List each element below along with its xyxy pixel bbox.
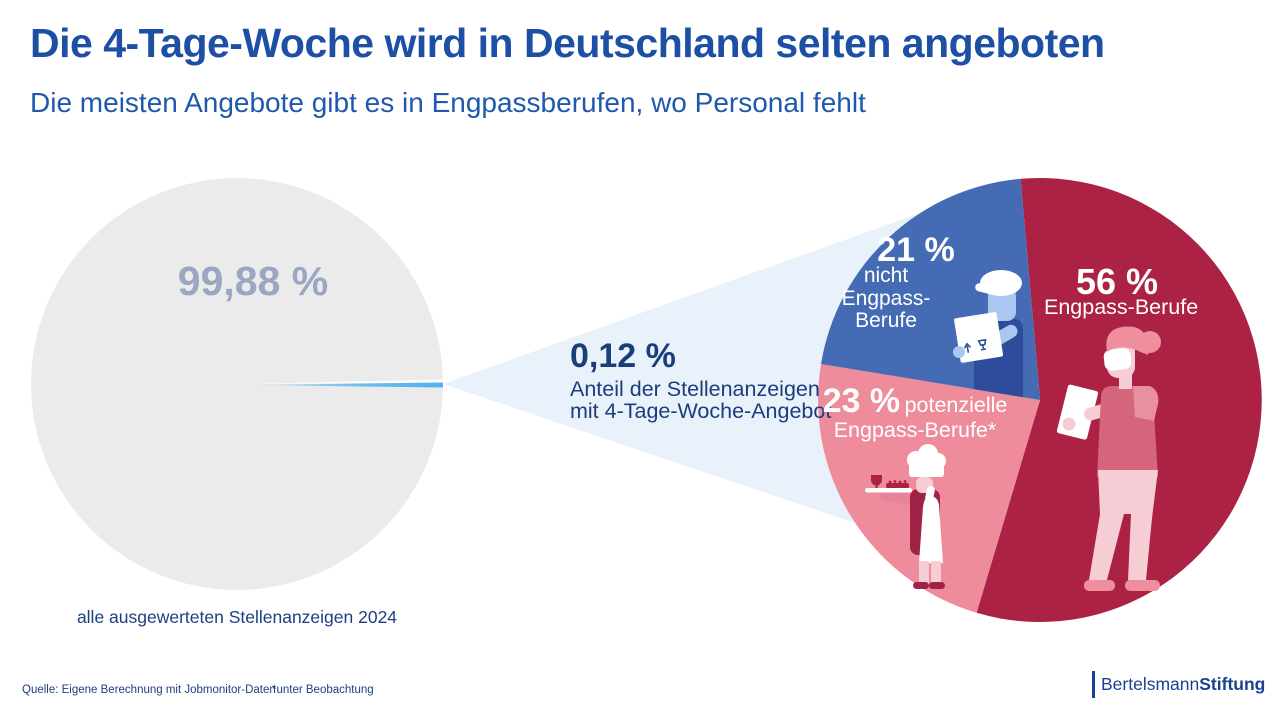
logo-part1: Bertelsmann [1101, 674, 1200, 694]
segment-nicht-engpass-line3: Berufe [855, 309, 917, 332]
callout-line1: Anteil der Stellenanzeigen [570, 377, 820, 401]
segment-potenzielle-value: 23 % [822, 382, 901, 420]
segment-nicht-engpass-value: 21 % [877, 231, 955, 269]
callout-value: 0,12 % [570, 337, 676, 375]
segment-engpass-value: 56 % [1075, 261, 1159, 302]
asterisk-note: *unter Beobachtung [272, 684, 374, 696]
callout-line2: mit 4-Tage-Woche-Angebot [570, 399, 832, 423]
logo-part2: Stiftung [1199, 674, 1266, 694]
delivery-worker-icon [953, 270, 1023, 400]
all-jobs-circle [31, 178, 443, 590]
callout: 0,12 % Anteil der Stellenanzeigen mit 4-… [570, 338, 831, 422]
page-title: Die 4-Tage-Woche wird in Deutschland sel… [30, 20, 1105, 66]
segment-potenzielle-line2: Engpass-Berufe* [833, 418, 997, 442]
page-subtitle: Die meisten Angebote gibt es in Engpassb… [30, 87, 866, 118]
logo-bar [1092, 671, 1095, 698]
all-jobs-caption: alle ausgewerteten Stellenanzeigen 2024 [76, 607, 398, 627]
bertelsmann-stiftung-logo: BertelsmannStiftung [1101, 674, 1265, 695]
segment-potenzielle-inline: potenzielle [904, 393, 1008, 417]
segment-nicht-engpass-line1: nicht [863, 264, 909, 287]
source-note: Quelle: Eigene Berechnung mit Jobmonitor… [22, 684, 276, 696]
chef-icon [865, 444, 946, 589]
all-jobs-value: 99,88 % [177, 258, 329, 304]
nurse-icon [1056, 326, 1161, 591]
segment-engpass-label: Engpass-Berufe [1044, 295, 1199, 319]
sliver-slice [247, 382, 443, 388]
segment-nicht-engpass-label: nicht Engpass- Berufe [836, 264, 936, 333]
segment-nicht-engpass-line2: Engpass- [841, 286, 931, 310]
sliver-gap [247, 379, 443, 384]
segment-potenzielle-label: 23 % potenzielle Engpass-Berufe* [820, 384, 1010, 444]
